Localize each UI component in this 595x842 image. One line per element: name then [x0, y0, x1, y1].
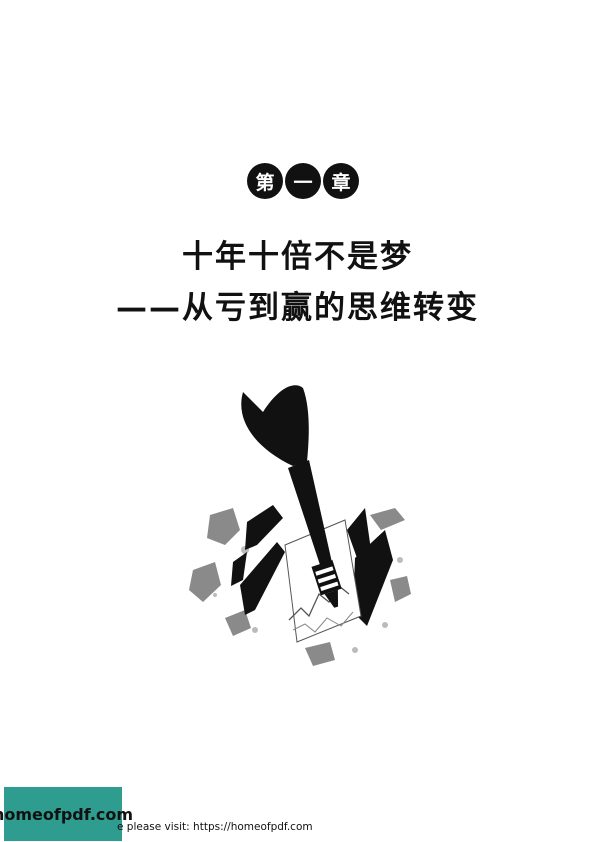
watermark-logo[interactable]: homeofpdf.com: [0, 787, 133, 841]
dart-hitting-stock-chart-icon: [185, 380, 415, 674]
chapter-char-3: 章: [323, 163, 359, 199]
chapter-subtitle: ——从亏到赢的思维转变: [116, 290, 479, 326]
watermark-text[interactable]: e please visit: https://homeofpdf.com: [117, 821, 313, 833]
chapter-title: 十年十倍不是梦: [182, 239, 413, 275]
chapter-char-2: 一: [285, 163, 321, 199]
chapter-char-1: 第: [247, 163, 283, 199]
chapter-badge: 第 一 章: [247, 163, 359, 199]
